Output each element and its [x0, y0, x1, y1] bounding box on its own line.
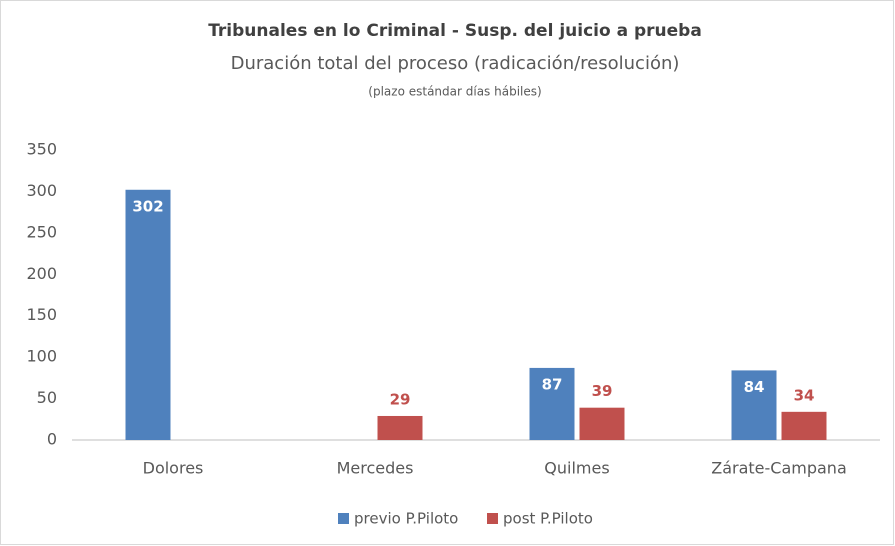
- y-tick-label: 200: [26, 264, 57, 283]
- data-label: 87: [542, 375, 563, 393]
- data-label: 29: [390, 390, 411, 408]
- data-label: 39: [592, 382, 613, 400]
- bar: [377, 415, 423, 440]
- data-label: 302: [132, 197, 163, 215]
- bar: [125, 189, 171, 440]
- chart-title: Tribunales en lo Criminal - Susp. del ju…: [208, 21, 702, 41]
- chart-subtitle: Duración total del proceso (radicación/r…: [231, 53, 680, 74]
- x-tick-label: Dolores: [143, 459, 204, 478]
- y-tick-label: 300: [26, 181, 57, 200]
- y-tick-label: 150: [26, 305, 57, 324]
- bar: [579, 407, 625, 440]
- legend-swatch: [338, 513, 349, 524]
- bar: [529, 367, 575, 440]
- bar: [731, 370, 777, 440]
- legend-swatch: [487, 513, 498, 524]
- y-tick-label: 250: [26, 222, 57, 241]
- legend-label: previo P.Piloto: [354, 510, 458, 528]
- x-tick-label: Zárate-Campana: [711, 459, 847, 478]
- y-tick-label: 50: [37, 388, 57, 407]
- x-tick-label: Quilmes: [544, 459, 609, 478]
- y-tick-label: 350: [26, 140, 57, 159]
- chart-note: (plazo estándar días hábiles): [368, 85, 541, 99]
- y-tick-label: 0: [47, 430, 57, 449]
- bar: [781, 411, 827, 440]
- data-label: 84: [744, 378, 765, 396]
- data-label: 34: [794, 386, 815, 404]
- legend-label: post P.Piloto: [503, 510, 593, 528]
- x-tick-label: Mercedes: [337, 459, 414, 478]
- y-tick-label: 100: [26, 347, 57, 366]
